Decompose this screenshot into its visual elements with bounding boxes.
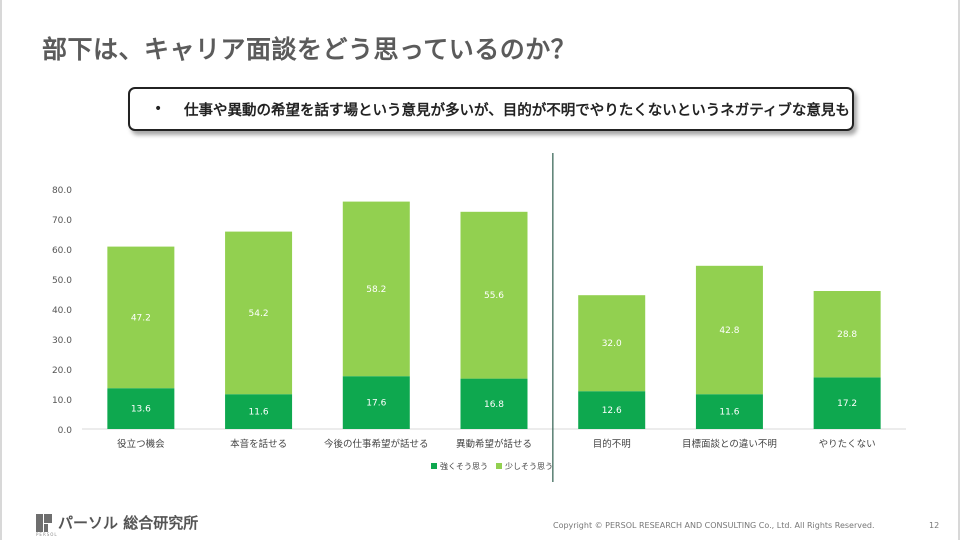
summary-callout: • 仕事や異動の希望を話す場という意見が多いが、目的が不明でやりたくないというネ…: [128, 87, 854, 131]
category-label: 目的不明: [593, 438, 631, 450]
bar-segment: [695, 265, 763, 395]
bar-segment: [578, 391, 646, 429]
y-tick-label: 10.0: [52, 396, 72, 406]
bar-segment: [813, 291, 881, 378]
y-tick-label: 50.0: [52, 276, 72, 286]
bar-segment: [107, 388, 175, 429]
category-label: 目標面談との違い不明: [682, 438, 777, 450]
category-label: 本音を話せる: [230, 438, 287, 450]
bar-segment: [342, 376, 410, 429]
logo-text: パーソル 総合研究所: [58, 514, 199, 532]
category-label: 異動希望が話せる: [456, 438, 532, 450]
page-title: 部下は、キャリア面談をどう思っているのか？: [42, 35, 577, 64]
y-tick-label: 70.0: [52, 216, 72, 226]
y-tick-label: 30.0: [52, 336, 72, 346]
data-label: 42.8: [719, 326, 739, 336]
bar-segment: [225, 231, 293, 395]
bar-segment: [460, 378, 528, 429]
callout-bullet: •: [154, 101, 163, 117]
legend-swatch: [496, 463, 502, 469]
data-label: 13.6: [131, 405, 151, 415]
bar-segment: [107, 246, 175, 389]
logo-sub-text: PERSOL: [36, 532, 58, 537]
y-tick-label: 60.0: [52, 246, 72, 256]
bar-segment: [342, 201, 410, 377]
data-label: 55.6: [484, 291, 504, 301]
callout-text: 仕事や異動の希望を話す場という意見が多いが、目的が不明でやりたくないというネガテ…: [184, 102, 850, 119]
data-label: 32.0: [602, 339, 622, 349]
y-tick-label: 80.0: [52, 186, 72, 196]
logo-mark-icon: [36, 513, 52, 532]
bar-segment: [695, 394, 763, 429]
legend-swatch: [431, 463, 437, 469]
category-label: やりたくない: [819, 439, 876, 450]
copyright-notice: Copyright © PERSOL RESEARCH AND CONSULTI…: [553, 521, 875, 530]
data-label: 54.2: [249, 309, 269, 319]
data-label: 47.2: [131, 313, 151, 323]
category-label: 今後の仕事希望が話せる: [324, 438, 429, 450]
page-number: 12: [929, 521, 940, 530]
bar-segment: [813, 377, 881, 429]
data-label: 58.2: [366, 285, 386, 295]
data-label: 16.8: [484, 400, 504, 410]
bar-segment: [578, 295, 646, 392]
data-label: 28.8: [837, 330, 857, 340]
y-tick-label: 20.0: [52, 366, 72, 376]
data-label: 17.6: [366, 399, 386, 409]
slide-frame-right: [958, 0, 960, 540]
bar-segment: [460, 211, 528, 379]
bar-segment: [225, 394, 293, 429]
category-label: 役立つ機会: [117, 438, 165, 450]
y-tick-label: 0.0: [58, 426, 73, 436]
data-label: 17.2: [837, 399, 857, 409]
y-tick-label: 40.0: [52, 306, 72, 316]
legend-label: 強くそう思う: [440, 461, 488, 471]
data-label: 12.6: [602, 406, 622, 416]
company-logo: パーソル 総合研究所: [36, 512, 198, 533]
data-label: 11.6: [719, 408, 739, 418]
slide-frame-left: [0, 0, 2, 540]
data-label: 11.6: [249, 408, 269, 418]
legend-label: 少しそう思う: [505, 462, 553, 471]
